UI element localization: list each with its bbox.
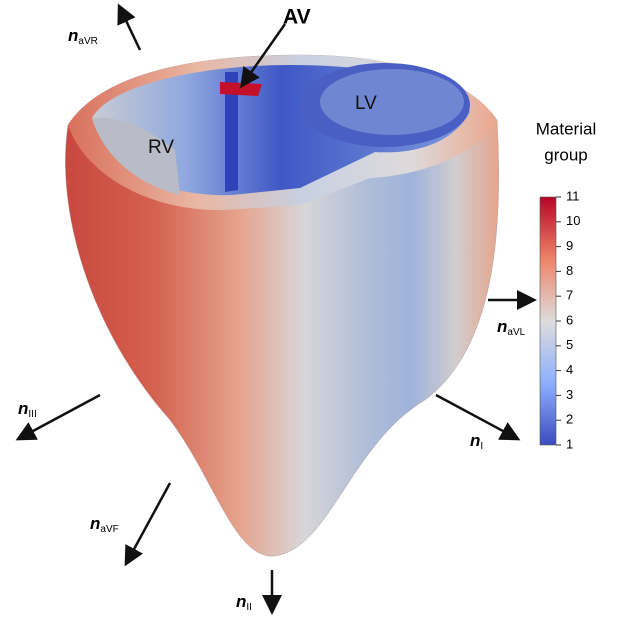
av-label: AV — [283, 6, 311, 29]
vector-subscript: aVL — [507, 327, 525, 338]
vector-symbol: n — [236, 592, 246, 611]
vector-symbol: n — [68, 26, 78, 45]
vector-symbol: n — [470, 431, 480, 450]
vector-symbol: n — [18, 399, 28, 418]
vector-label: nIII — [18, 399, 37, 419]
colorbar-tick-label: 4 — [566, 362, 573, 377]
colorbar-tick-label: 7 — [566, 288, 573, 303]
vector-label: naVF — [90, 514, 119, 534]
vector-symbol: n — [497, 317, 507, 336]
vector-subscript: III — [28, 409, 36, 420]
vector-subscript: I — [480, 441, 483, 452]
vector-label: nI — [470, 431, 483, 451]
colorbar-tick-label: 10 — [566, 213, 580, 228]
colorbar-tick-label: 11 — [566, 188, 580, 203]
vector-subscript: II — [246, 602, 252, 613]
lv-label: LV — [355, 93, 377, 114]
vector-label: nII — [236, 592, 252, 612]
colorbar-tick-label: 8 — [566, 263, 573, 278]
vector-label: naVL — [497, 317, 526, 337]
colorbar-tick-label: 3 — [566, 387, 573, 402]
colorbar-tick-label: 6 — [566, 312, 573, 327]
vector-label: naVR — [68, 26, 98, 46]
figure: AV LV RV naVRnaVLnInIInIIInaVF Materialg… — [0, 0, 617, 620]
colorbar-tick-label: 1 — [566, 436, 573, 451]
colorbar-title: group — [544, 145, 587, 164]
colorbar-title: Material — [536, 119, 596, 138]
colorbar-tick-label: 5 — [566, 337, 573, 352]
colorbar-scale — [540, 197, 556, 445]
vector-subscript: aVF — [100, 524, 118, 535]
rv-label: RV — [148, 137, 174, 158]
vector-subscript: aVR — [78, 36, 97, 47]
colorbar-tick-label: 9 — [566, 238, 573, 253]
colorbar: Material group 1 2 3 4 5 6 7 8 9 10 11 — [536, 119, 596, 451]
vector-symbol: n — [90, 514, 100, 533]
heart-mesh — [65, 55, 498, 556]
colorbar-tick-label: 2 — [566, 412, 573, 427]
